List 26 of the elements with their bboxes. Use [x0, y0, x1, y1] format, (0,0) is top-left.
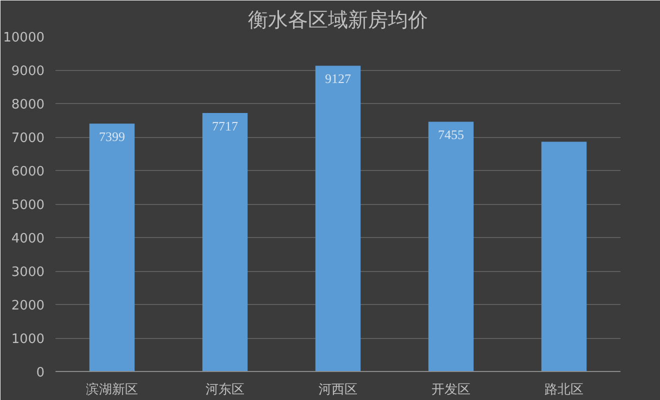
- bar: [541, 142, 587, 372]
- bar: [428, 122, 474, 372]
- y-tick-label: 2000: [11, 298, 45, 314]
- x-tick-label: 河西区: [318, 382, 358, 398]
- x-tick-label: 路北区: [544, 382, 584, 398]
- bar: [315, 66, 361, 372]
- y-tick-label: 1000: [11, 332, 45, 347]
- y-tick-label: 9000: [11, 64, 45, 79]
- y-tick-label: 3000: [11, 265, 45, 280]
- y-tick-label: 8000: [11, 98, 45, 112]
- data-label: 7455: [438, 127, 464, 142]
- y-tick-label: 0: [36, 366, 45, 380]
- y-tick-label: 6000: [11, 164, 45, 180]
- x-tick-label: 开发区: [432, 382, 470, 398]
- bar: [202, 112, 248, 372]
- bar: [89, 124, 135, 372]
- x-tick-label: 河东区: [206, 382, 244, 398]
- y-tick-label: 10000: [3, 30, 45, 46]
- data-label: 7717: [212, 118, 238, 134]
- data-label: 7399: [99, 129, 125, 144]
- y-tick-label: 5000: [11, 198, 45, 213]
- data-label: 9127: [325, 71, 352, 86]
- y-tick-label: 4000: [11, 232, 45, 246]
- x-tick-label: 滨湖新区: [86, 382, 138, 398]
- chart-title: 衡水各区域新房均价: [248, 8, 428, 32]
- y-tick-label: 7000: [11, 131, 45, 146]
